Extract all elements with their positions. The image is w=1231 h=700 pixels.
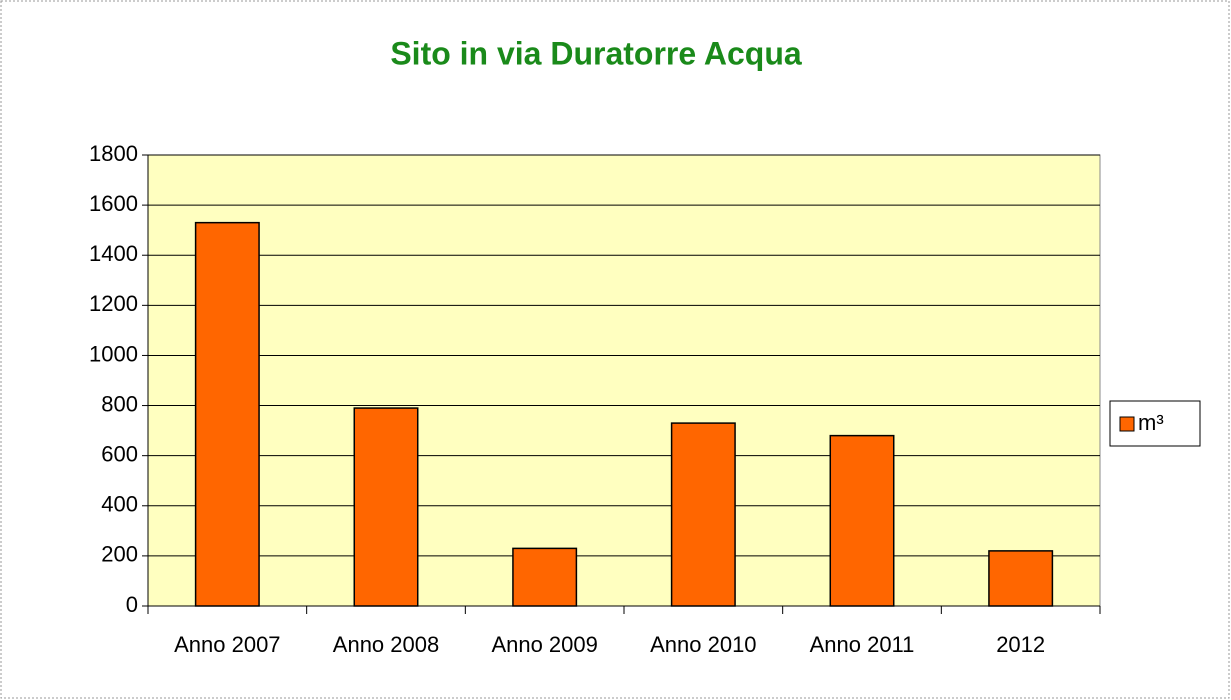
bar bbox=[988, 550, 1054, 607]
plot-area bbox=[147, 154, 1101, 607]
x-tick-label: Anno 2011 bbox=[810, 632, 915, 657]
bar bbox=[353, 407, 419, 607]
y-tick-label: 600 bbox=[101, 441, 138, 466]
y-tick-label: 1600 bbox=[89, 191, 138, 216]
y-tick-label: 1400 bbox=[89, 241, 138, 266]
bar bbox=[512, 547, 578, 607]
chart-title: Sito in via Duratorre Acqua bbox=[390, 35, 802, 71]
x-tick-label: Anno 2008 bbox=[333, 632, 439, 657]
y-tick-label: 1800 bbox=[89, 141, 138, 166]
x-tick-label: Anno 2007 bbox=[174, 632, 280, 657]
y-tick-label: 400 bbox=[101, 492, 138, 517]
y-tick-label: 200 bbox=[101, 542, 138, 567]
bar bbox=[670, 422, 736, 607]
y-tick-label: 1200 bbox=[89, 291, 138, 316]
bar bbox=[194, 221, 260, 607]
legend-swatch bbox=[1119, 416, 1135, 432]
x-tick-label: Anno 2010 bbox=[650, 632, 756, 657]
y-tick-label: 1000 bbox=[89, 341, 138, 366]
y-tick-label: 800 bbox=[101, 391, 138, 416]
bar bbox=[829, 434, 895, 607]
x-tick-label: Anno 2009 bbox=[491, 632, 597, 657]
legend-label: m³ bbox=[1138, 410, 1164, 435]
x-tick-label: 2012 bbox=[996, 632, 1045, 657]
y-tick-label: 0 bbox=[126, 592, 138, 617]
